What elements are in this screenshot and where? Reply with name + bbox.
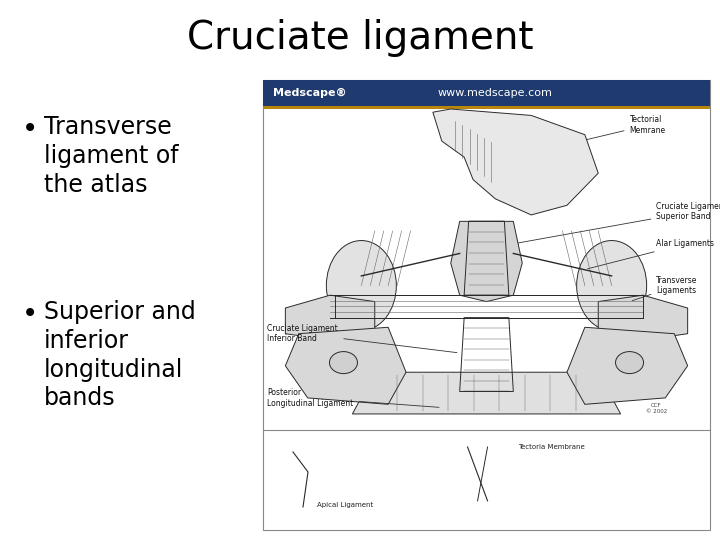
Text: Cruciate ligament: Cruciate ligament xyxy=(186,19,534,57)
Text: Tectoria Membrane: Tectoria Membrane xyxy=(518,444,585,450)
Text: •: • xyxy=(22,300,38,328)
Polygon shape xyxy=(352,372,621,414)
Bar xyxy=(263,80,710,106)
Polygon shape xyxy=(451,221,522,302)
Text: Posterior
Longitudinal Ligament: Posterior Longitudinal Ligament xyxy=(267,388,439,408)
Ellipse shape xyxy=(326,240,396,330)
Text: Transverse
ligament of
the atlas: Transverse ligament of the atlas xyxy=(44,115,179,197)
Text: www.medscape.com: www.medscape.com xyxy=(438,88,553,98)
Polygon shape xyxy=(433,109,598,215)
Text: Alar Ligaments: Alar Ligaments xyxy=(588,239,714,269)
Polygon shape xyxy=(285,327,406,404)
Text: Superior and
inferior
longitudinal
bands: Superior and inferior longitudinal bands xyxy=(44,300,196,410)
Ellipse shape xyxy=(330,352,357,374)
Polygon shape xyxy=(567,327,688,404)
Ellipse shape xyxy=(577,240,647,330)
Text: Transverse
Ligaments: Transverse Ligaments xyxy=(632,276,698,301)
Bar xyxy=(335,295,643,318)
Text: Apical Ligament: Apical Ligament xyxy=(317,503,373,509)
Text: Cruciate Ligament
Superior Band: Cruciate Ligament Superior Band xyxy=(516,202,720,244)
Polygon shape xyxy=(285,295,374,340)
Text: CCF
© 2002: CCF © 2002 xyxy=(646,403,667,414)
Bar xyxy=(263,80,710,530)
Bar xyxy=(263,106,710,109)
Text: Tectorial
Memrane: Tectorial Memrane xyxy=(557,116,666,147)
Text: Cruciate Ligament
Inferior Band: Cruciate Ligament Inferior Band xyxy=(267,324,457,353)
Text: •: • xyxy=(22,115,38,143)
Text: Medscape®: Medscape® xyxy=(273,88,346,98)
Ellipse shape xyxy=(616,352,644,374)
Polygon shape xyxy=(598,295,688,340)
